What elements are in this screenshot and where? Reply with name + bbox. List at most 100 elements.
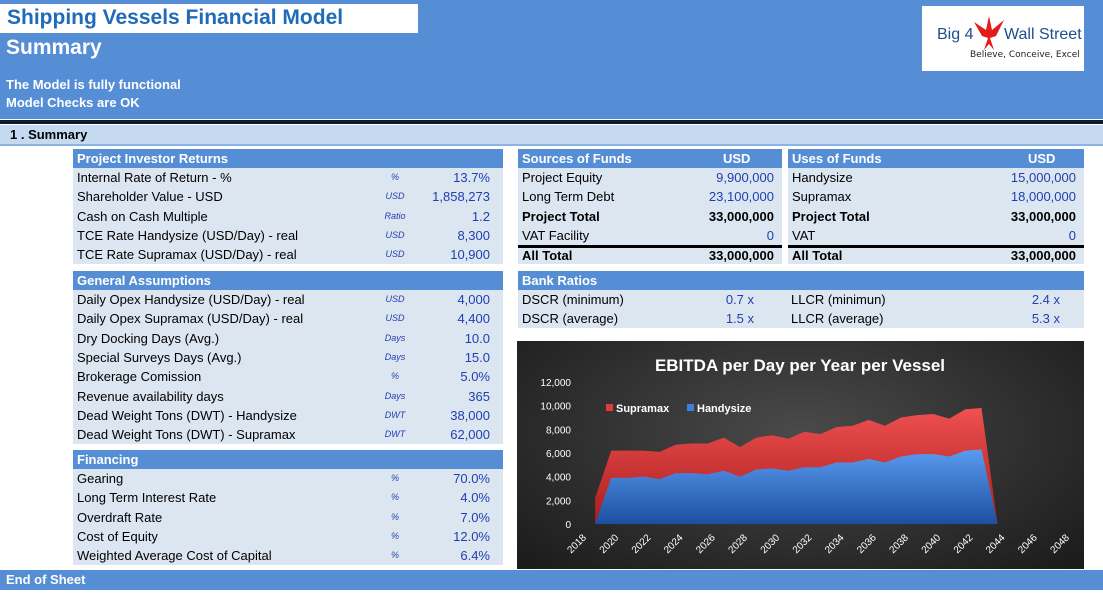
uses-value: 0 — [1068, 227, 1076, 243]
financing-row: Overdraft Rate% 7.0% — [73, 508, 503, 527]
general-assumptions-unit: DWT — [384, 409, 406, 420]
sources-label: VAT Facility — [522, 227, 590, 243]
financing-label: Weighted Average Cost of Capital — [77, 548, 272, 564]
sources-value: 33,000,000 — [708, 248, 774, 264]
legend-handysize-swatch — [687, 404, 694, 411]
investor-returns-header: Project Investor Returns — [73, 149, 503, 168]
general-assumptions-value: 15.0 — [464, 349, 490, 365]
investor-returns-label: Cash on Cash Multiple — [77, 208, 208, 224]
financing-panel: Gearing% 70.0% Long Term Interest Rate% 4.0… — [73, 469, 503, 565]
financing-label: Gearing — [77, 471, 124, 486]
uses-value: 15,000,000 — [1010, 170, 1076, 185]
general-assumptions-unit: Days — [384, 351, 406, 362]
sources-row: Long Term Debt 23,100,000 — [518, 187, 782, 206]
end-bar — [0, 570, 1103, 590]
uses-row: Project Total 33,000,000 — [788, 207, 1084, 226]
sources-value: 9,900,000 — [716, 170, 774, 185]
bank-ratio-value: 5.3 x — [1031, 311, 1060, 327]
x-tick-label: 2018 — [565, 532, 589, 556]
financing-header: Financing — [73, 450, 503, 469]
general-assumptions-unit: DWT — [384, 429, 406, 440]
x-tick-label: 2030 — [759, 532, 783, 556]
investor-returns-panel: Internal Rate of Return - %% 13.7% Shareho… — [73, 168, 503, 264]
sources-header-label: Sources of Funds — [522, 151, 632, 166]
uses-label: Project Total — [792, 208, 870, 224]
y-tick-label: 6,000 — [546, 449, 571, 460]
investor-returns-row: TCE Rate Supramax (USD/Day) - real USD 10,… — [73, 245, 503, 264]
x-tick-label: 2044 — [984, 532, 1008, 556]
general-assumptions-unit: USD — [385, 294, 405, 304]
sources-currency: USD — [723, 151, 751, 166]
sources-value: 33,000,000 — [708, 208, 774, 224]
financing-label: Long Term Interest Rate — [77, 490, 217, 506]
x-tick-label: 2020 — [598, 532, 622, 556]
general-assumptions-value: 62,000 — [450, 427, 490, 443]
uses-row: All Total 33,000,000 — [788, 245, 1084, 264]
financing-unit: % — [390, 550, 399, 561]
general-assumptions-row: Dead Weight Tons (DWT) - Supramax DWT 62,0… — [73, 425, 503, 444]
investor-returns-value: 1.2 — [471, 208, 490, 224]
general-assumptions-label: Dead Weight Tons (DWT) - Supramax — [77, 427, 296, 443]
general-assumptions-label: Brokerage Comission — [77, 369, 202, 385]
general-assumptions-unit: % — [390, 371, 399, 382]
general-assumptions-label: Daily Opex Handysize (USD/Day) - real — [77, 292, 305, 307]
x-tick-label: 2048 — [1048, 532, 1072, 556]
general-assumptions-header: General Assumptions — [73, 271, 503, 290]
sources-value: 0 — [766, 227, 774, 243]
series-handysize-area — [595, 449, 998, 524]
uses-value: 33,000,000 — [1010, 248, 1076, 264]
general-assumptions-unit: Days — [384, 332, 406, 343]
y-tick-label: 8,000 — [546, 425, 571, 436]
bank-ratio-row: DSCR (minimum) 0.7 x LLCR (minimun) 2.4 x — [518, 290, 1084, 309]
section-label: 1 . Summary — [10, 127, 88, 142]
y-tick-label: 0 — [565, 520, 571, 531]
logo-brand-right: Wall Street — [1004, 26, 1082, 43]
investor-returns-unit: Ratio — [384, 210, 406, 221]
financing-label: Overdraft Rate — [77, 509, 163, 525]
status-functional: The Model is fully functional — [6, 77, 181, 92]
general-assumptions-panel: Daily Opex Handysize (USD/Day) - real USD… — [73, 290, 503, 444]
title-box — [0, 4, 418, 33]
general-assumptions-label: Daily Opex Supramax (USD/Day) - real — [77, 311, 304, 327]
header-rule — [0, 120, 1103, 124]
x-tick-label: 2024 — [662, 532, 686, 556]
bank-ratios-header: Bank Ratios — [518, 271, 1084, 290]
legend-supramax-label: Supramax — [616, 403, 670, 415]
uses-header: Uses of Funds USD — [788, 149, 1084, 168]
financing-value: 70.0% — [453, 471, 490, 486]
x-tick-label: 2040 — [920, 532, 944, 556]
investor-returns-unit: USD — [385, 229, 405, 240]
uses-label: Supramax — [792, 189, 852, 205]
general-assumptions-value: 4,400 — [457, 311, 490, 327]
financing-row: Weighted Average Cost of Capital% 6.4% — [73, 546, 503, 565]
investor-returns-value: 13.7% — [453, 170, 490, 185]
investor-returns-value: 1,858,273 — [432, 189, 490, 205]
bank-ratio-value: 0.7 x — [725, 292, 754, 307]
bank-ratios-panel: DSCR (minimum) 0.7 x LLCR (minimun) 2.4 x DS… — [518, 290, 1084, 328]
investor-returns-label: Shareholder Value - USD — [77, 189, 223, 205]
y-tick-label: 10,000 — [540, 402, 571, 413]
investor-returns-label: Internal Rate of Return - % — [77, 170, 232, 185]
logo-brand-left: Big 4 — [937, 26, 974, 43]
x-tick-label: 2046 — [1016, 532, 1040, 556]
investor-returns-row: TCE Rate Handysize (USD/Day) - real USD 8,… — [73, 226, 503, 245]
general-assumptions-unit: Days — [384, 390, 406, 401]
general-assumptions-row: Revenue availability days Days 365 — [73, 387, 503, 406]
section-bar — [0, 125, 1103, 146]
sources-label: Project Total — [522, 208, 600, 224]
bank-ratio-label: DSCR (minimum) — [522, 292, 624, 307]
financing-label: Cost of Equity — [77, 528, 158, 544]
uses-row: VAT 0 — [788, 226, 1084, 245]
sources-value: 23,100,000 — [708, 189, 774, 205]
x-tick-label: 2042 — [952, 532, 976, 556]
x-tick-label: 2028 — [726, 532, 750, 556]
general-assumptions-row: Daily Opex Supramax (USD/Day) - real USD 4… — [73, 309, 503, 328]
general-assumptions-label: Special Surveys Days (Avg.) — [77, 349, 242, 365]
financing-unit: % — [390, 511, 399, 522]
bank-ratio-label: LLCR (minimun) — [791, 292, 886, 307]
page-subtitle: Summary — [6, 36, 102, 59]
sources-panel: Project Equity 9,900,000 Long Term Debt 23,… — [518, 168, 782, 264]
x-tick-label: 2026 — [694, 532, 718, 556]
uses-row: Supramax 18,000,000 — [788, 187, 1084, 206]
uses-currency: USD — [1028, 151, 1056, 166]
